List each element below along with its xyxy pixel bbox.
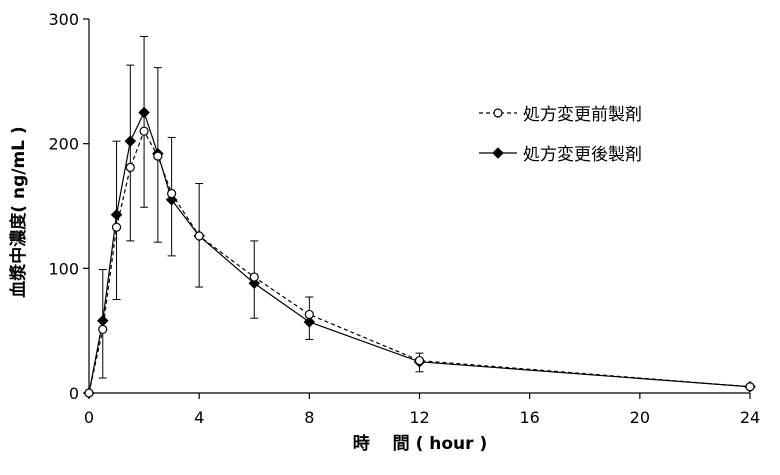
data-point xyxy=(111,222,122,232)
x-tick-label: 4 xyxy=(194,408,204,427)
data-point xyxy=(303,316,316,328)
y-axis-title: 血漿中濃度( ng/mL ) xyxy=(8,126,29,297)
y-tick-label: 0 xyxy=(69,384,79,403)
axes: 0 100 200 300 0 4 8 12 16 20 24 xyxy=(48,10,760,427)
y-tick-label: 100 xyxy=(48,259,79,278)
series-lines xyxy=(88,110,751,394)
data-point xyxy=(110,208,123,221)
data-point xyxy=(138,106,150,119)
legend-label-2: 処方変更後製剤 xyxy=(523,145,642,165)
legend-marker-1 xyxy=(493,108,503,118)
data-point xyxy=(194,231,204,241)
x-tick-label: 8 xyxy=(304,408,314,427)
data-point xyxy=(125,162,135,172)
y-tick-label: 200 xyxy=(48,135,79,154)
legend-label-1: 処方変更前製剤 xyxy=(523,105,642,125)
data-point xyxy=(139,126,149,136)
data-point xyxy=(98,324,108,335)
x-tick-label: 20 xyxy=(630,408,650,427)
data-point xyxy=(304,309,314,320)
x-tick-label: 12 xyxy=(409,408,429,427)
x-tick-label: 16 xyxy=(519,408,539,427)
error-bars xyxy=(98,35,424,379)
x-tick-label: 24 xyxy=(740,408,760,427)
legend-marker-2 xyxy=(492,147,504,159)
x-tick-label: 0 xyxy=(84,408,94,427)
data-point xyxy=(84,388,94,398)
x-axis-title: 時 間 ( hour ) xyxy=(353,433,487,454)
data-point xyxy=(249,272,259,282)
series-line-2 xyxy=(88,110,751,394)
data-point xyxy=(167,188,177,199)
data-point xyxy=(96,314,109,327)
series-markers xyxy=(83,106,756,399)
data-point xyxy=(414,355,425,366)
data-point xyxy=(745,382,755,392)
data-point xyxy=(153,151,163,161)
data-point xyxy=(124,135,137,148)
y-tick-label: 300 xyxy=(48,10,79,29)
